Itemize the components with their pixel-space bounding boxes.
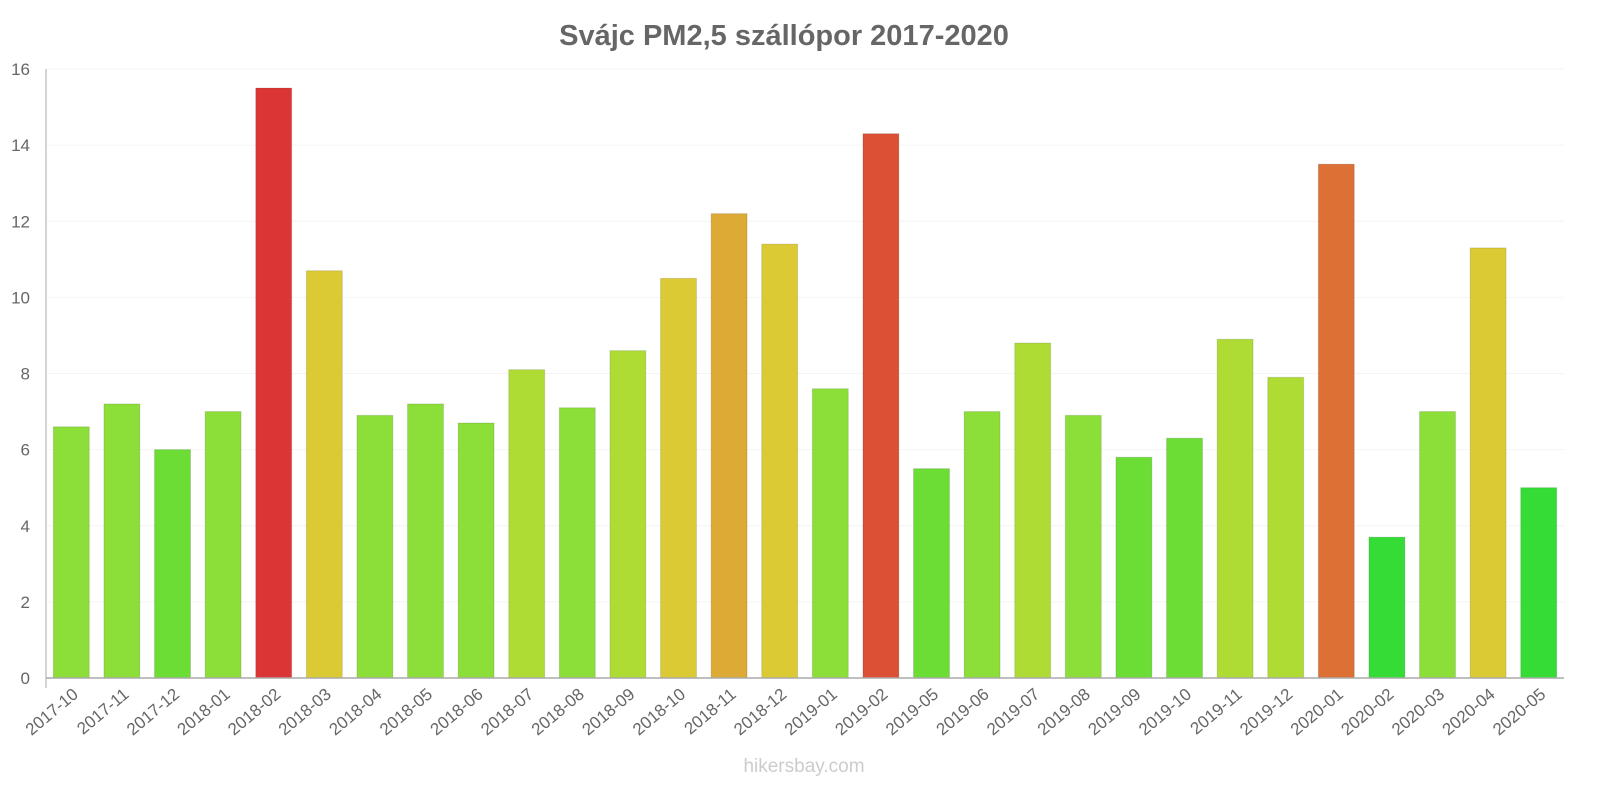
y-tick-label: 6 <box>21 441 30 460</box>
bar-2020-03 <box>1419 411 1456 679</box>
x-tick-label: 2020-02 <box>1337 685 1397 740</box>
bar-2017-10 <box>52 426 90 679</box>
bar-2019-11 <box>1216 338 1254 679</box>
bar-2019-02 <box>862 133 900 679</box>
x-tick-label: 2020-04 <box>1439 685 1499 740</box>
x-tick-label: 2019-08 <box>1034 685 1094 740</box>
bar-2019-05 <box>913 468 950 679</box>
bar-2020-04 <box>1469 247 1507 679</box>
x-tick-label: 2019-02 <box>831 685 891 740</box>
x-tick-label: 2019-05 <box>882 685 942 740</box>
x-tick-label: 2019-09 <box>1084 685 1144 740</box>
bar-2018-02 <box>255 87 293 679</box>
bar-2020-02 <box>1368 536 1406 679</box>
x-tick-label: 2020-03 <box>1388 685 1448 740</box>
bar-2019-12 <box>1267 376 1305 679</box>
x-tick-label: 2018-09 <box>578 685 638 740</box>
x-tick-label: 2020-05 <box>1489 685 1549 740</box>
bar-2019-10 <box>1166 437 1203 679</box>
bar-2019-06 <box>963 411 1001 679</box>
footer-watermark: hikersbay.com <box>743 756 864 777</box>
bar-2017-11 <box>103 403 141 679</box>
bar-2018-12 <box>761 243 799 679</box>
bar-2018-05 <box>407 403 444 679</box>
y-tick-label: 2 <box>21 593 30 612</box>
x-tick-label: 2020-01 <box>1287 685 1347 740</box>
y-tick-label: 16 <box>11 60 30 79</box>
y-tick-label: 10 <box>11 288 30 307</box>
bar-2018-09 <box>609 350 647 679</box>
bar-2019-07 <box>1014 342 1052 679</box>
bar-2019-09 <box>1115 456 1153 679</box>
x-tick-label: 2019-11 <box>1187 685 1246 739</box>
bar-2018-04 <box>356 414 394 679</box>
bar-2018-06 <box>457 422 495 679</box>
y-tick-label: 0 <box>21 669 30 688</box>
bar-2020-01 <box>1317 163 1355 679</box>
x-tick-label: 2018-03 <box>275 685 335 740</box>
bar-2018-01 <box>204 411 242 679</box>
x-tick-label: 2018-02 <box>224 685 284 740</box>
x-tick-label: 2017-12 <box>123 685 183 740</box>
x-tick-label: 2018-08 <box>528 685 588 740</box>
x-tick-label: 2018-05 <box>376 685 436 740</box>
x-tick-label: 2019-06 <box>933 685 993 740</box>
y-tick-label: 14 <box>11 136 30 155</box>
x-tick-label: 2019-01 <box>781 685 841 740</box>
chart-title: Svájc PM2,5 szállópor 2017-2020 <box>559 20 1009 52</box>
bar-2018-11 <box>710 213 748 679</box>
y-tick-label: 12 <box>11 212 30 231</box>
x-tick-label: 2018-12 <box>730 685 790 740</box>
x-tick-label: 2018-04 <box>325 685 385 740</box>
x-tick-label: 2017-11 <box>73 685 132 739</box>
bar-2019-08 <box>1064 414 1102 679</box>
bar-2020-05 <box>1520 487 1558 679</box>
y-tick-label: 8 <box>21 365 30 384</box>
bar-2019-01 <box>811 388 849 679</box>
x-tick-label: 2019-12 <box>1236 685 1296 740</box>
x-tick-label: 2018-06 <box>427 685 487 740</box>
bar-2018-08 <box>558 407 596 679</box>
bar-2018-10 <box>660 277 697 679</box>
x-tick-label: 2018-07 <box>477 685 537 740</box>
x-tick-label: 2017-10 <box>22 685 82 740</box>
x-tick-label: 2018-10 <box>629 685 689 740</box>
x-tick-label: 2018-01 <box>174 685 234 740</box>
bar-2018-03 <box>305 270 343 679</box>
y-tick-label: 4 <box>21 517 30 536</box>
x-tick-label: 2019-10 <box>1135 685 1195 740</box>
x-tick-label: 2019-07 <box>983 685 1043 740</box>
bar-2017-12 <box>154 449 191 679</box>
x-tick-label: 2018-11 <box>681 685 740 739</box>
bar-2018-07 <box>508 369 546 679</box>
